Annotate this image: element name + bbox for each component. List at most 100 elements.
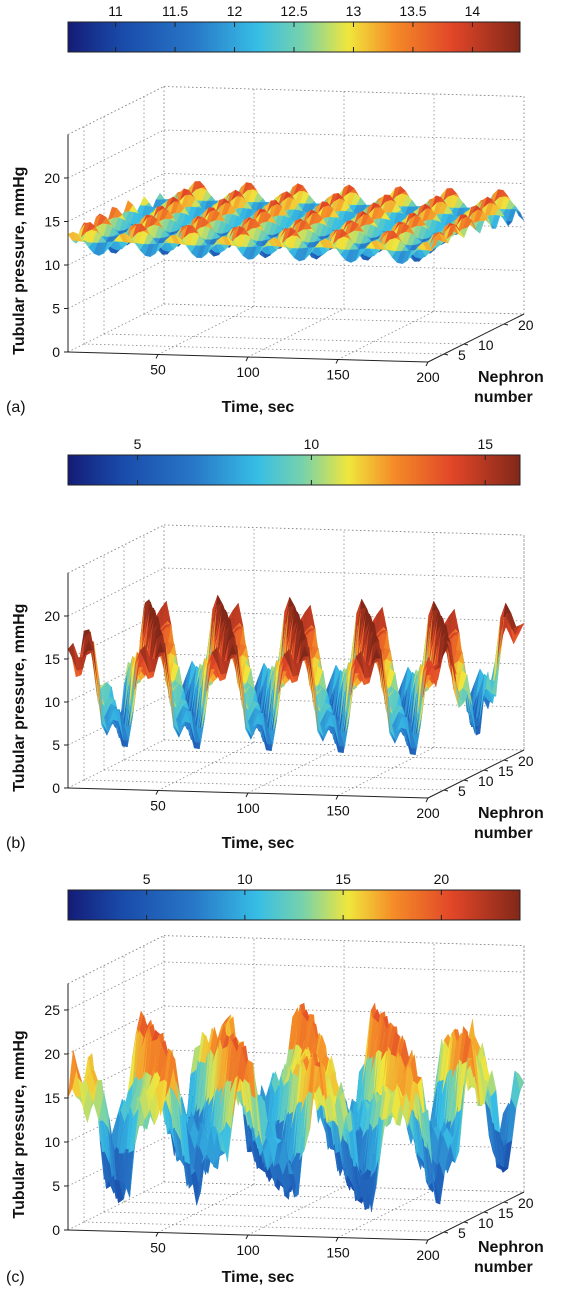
time-tickmark bbox=[335, 359, 339, 364]
nephron-axis-label: Nephron bbox=[478, 369, 544, 386]
colorbar bbox=[67, 889, 521, 921]
time-tick-label: 50 bbox=[150, 362, 166, 378]
time-tick-label: 150 bbox=[326, 367, 350, 383]
grid-line bbox=[163, 129, 525, 141]
surface bbox=[67, 594, 525, 756]
grid-line bbox=[163, 524, 525, 536]
grid-line bbox=[123, 759, 485, 771]
time-tickmark bbox=[335, 795, 339, 800]
grid-line bbox=[337, 747, 435, 796]
time-axis-label: Time, sec bbox=[222, 835, 295, 852]
grid-line bbox=[337, 1189, 435, 1238]
nephron-tick-label: 5 bbox=[458, 783, 466, 799]
grid-line bbox=[67, 260, 165, 309]
grid-line bbox=[67, 696, 165, 746]
pressure-tick-label: 10 bbox=[44, 257, 60, 273]
grid-line bbox=[247, 308, 345, 358]
colorbar-tick-label: 11 bbox=[108, 3, 123, 19]
grid-line bbox=[337, 311, 435, 360]
grid-line bbox=[157, 1184, 255, 1233]
pressure-tick-label: 5 bbox=[52, 301, 60, 317]
surface bbox=[67, 1002, 525, 1213]
colorbar-tick-label: 14 bbox=[465, 3, 481, 19]
grid-line bbox=[163, 303, 525, 315]
grid-line bbox=[67, 567, 165, 617]
grid-line bbox=[67, 86, 165, 135]
pressure-tick-label: 20 bbox=[44, 170, 60, 186]
grid-line bbox=[67, 524, 165, 574]
colorbar-tick-label: 12.5 bbox=[280, 3, 307, 19]
colorbar-tick-label: 11.5 bbox=[162, 3, 188, 19]
panel-label: (a) bbox=[6, 399, 26, 416]
time-tickmark bbox=[155, 790, 159, 795]
time-tick-label: 200 bbox=[416, 369, 440, 385]
grid-line bbox=[67, 303, 165, 353]
nephron-tickmark bbox=[483, 769, 489, 772]
colorbar-tick-label: 12 bbox=[227, 3, 243, 19]
pressure-tick-label: 20 bbox=[44, 608, 60, 624]
grid-line bbox=[163, 567, 525, 579]
nephron-tick-label: 15 bbox=[498, 763, 514, 779]
pressure-tick-label: 15 bbox=[44, 214, 60, 230]
grid-line bbox=[83, 779, 445, 791]
panel-label: (b) bbox=[6, 835, 26, 852]
nephron-tickmark bbox=[443, 353, 449, 356]
surface-patch bbox=[155, 192, 166, 201]
colorbar-tick-label: 15 bbox=[335, 871, 351, 887]
nephron-tickmark bbox=[463, 343, 469, 346]
nephron-tick-label: 10 bbox=[478, 773, 494, 789]
grid-line bbox=[247, 744, 345, 794]
colorbar-tick-label: 15 bbox=[477, 436, 493, 452]
grid-line bbox=[163, 173, 525, 184]
colorbar-tick-label: 10 bbox=[237, 871, 253, 887]
grid-line bbox=[123, 1201, 485, 1213]
grid-line bbox=[83, 343, 445, 355]
colorbar-tick-label: 10 bbox=[304, 436, 320, 452]
time-tickmark bbox=[425, 361, 429, 367]
pressure-tick-label: 5 bbox=[52, 737, 60, 753]
grid-line bbox=[67, 961, 165, 1011]
time-tick-label: 100 bbox=[236, 800, 260, 816]
pressure-tick-label: 0 bbox=[52, 780, 60, 796]
surface-patch bbox=[422, 241, 433, 252]
colorbar-tick-label: 13.5 bbox=[399, 3, 426, 19]
colorbar-tick-label: 5 bbox=[143, 871, 151, 887]
nephron-axis bbox=[427, 313, 525, 363]
nephron-axis-label-line2: number bbox=[474, 825, 533, 842]
surface bbox=[67, 180, 525, 265]
nephron-tick-label: 5 bbox=[458, 347, 466, 363]
pressure-axis-label: Tubular pressure, mmHg bbox=[11, 167, 28, 355]
colorbar-tick-label: 5 bbox=[134, 436, 142, 452]
time-tickmark bbox=[245, 792, 249, 798]
surface-patch bbox=[93, 641, 104, 725]
nephron-axis-label-line2: number bbox=[474, 389, 533, 406]
grid-line bbox=[67, 739, 165, 789]
time-tickmark bbox=[425, 797, 429, 803]
pressure-tick-label: 10 bbox=[44, 694, 60, 710]
time-tick-label: 100 bbox=[236, 364, 260, 380]
nephron-tick-label: 10 bbox=[478, 337, 494, 353]
pressure-axis-label: Tubular pressure, mmHg bbox=[11, 604, 28, 792]
colorbar-tick-label: 13 bbox=[346, 3, 362, 19]
nephron-tickmark bbox=[443, 789, 449, 792]
grid-line bbox=[163, 86, 525, 97]
time-tick-label: 150 bbox=[326, 803, 350, 819]
time-tickmark bbox=[155, 354, 159, 359]
time-tickmark bbox=[245, 356, 249, 362]
grid-line bbox=[157, 742, 255, 791]
grid-line bbox=[67, 129, 165, 179]
grid-line bbox=[163, 935, 525, 946]
nephron-axis-label: Nephron bbox=[478, 805, 544, 822]
grid-line bbox=[163, 260, 525, 271]
grid-line bbox=[67, 173, 165, 222]
nephron-tickmark bbox=[463, 779, 469, 782]
colorbar-tick-label: 20 bbox=[434, 871, 450, 887]
grid-line bbox=[163, 1181, 525, 1193]
nephron-tick-label: 20 bbox=[518, 753, 534, 769]
grid-line bbox=[67, 935, 165, 984]
